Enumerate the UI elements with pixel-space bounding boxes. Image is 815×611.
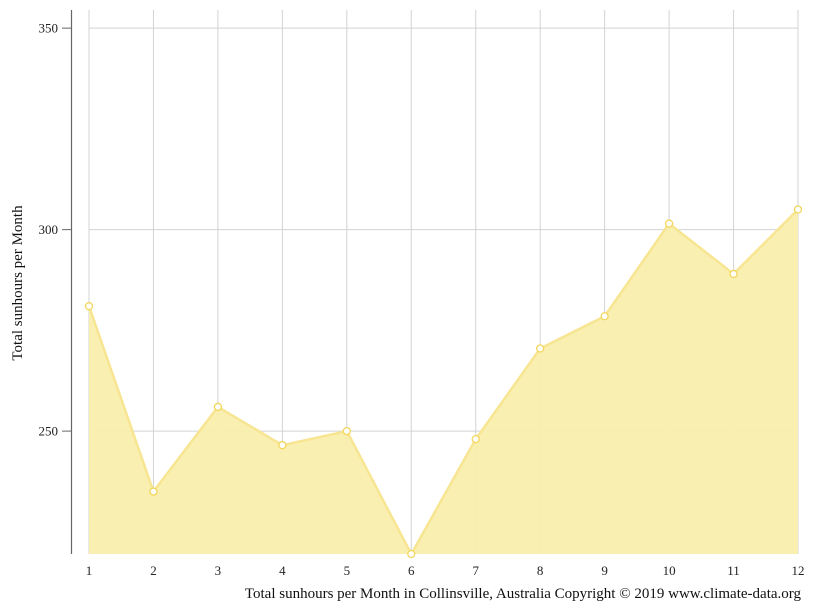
data-points <box>84 205 803 559</box>
sunhours-area <box>89 209 798 554</box>
data-point-month-2 <box>149 487 158 496</box>
x-tick-label: 4 <box>279 563 286 578</box>
x-tick-label: 11 <box>727 563 740 578</box>
x-tick-label: 1 <box>86 563 93 578</box>
x-tick-label: 2 <box>150 563 157 578</box>
data-point-month-11 <box>729 269 738 279</box>
x-tick-label: 12 <box>792 563 805 578</box>
y-tick-label: 300 <box>39 222 59 237</box>
x-axis-ticks: 1 2 3 4 5 6 7 8 9 10 11 12 <box>86 563 805 578</box>
y-axis-title: Total sunhours per Month <box>10 205 26 361</box>
x-tick-label: 8 <box>537 563 544 578</box>
y-tick-label: 350 <box>39 21 59 36</box>
x-tick-label: 9 <box>601 563 608 578</box>
sunhours-line <box>87 208 799 556</box>
data-point-month-5 <box>342 426 351 436</box>
data-point-month-9 <box>600 312 609 321</box>
x-tick-label: 7 <box>472 563 479 578</box>
x-tick-label: 10 <box>663 563 676 578</box>
data-point-month-7 <box>471 435 480 444</box>
y-tick-label: 250 <box>39 424 59 439</box>
data-point-month-10 <box>664 219 674 228</box>
data-point-month-3 <box>213 402 223 412</box>
data-point-month-4 <box>278 441 287 450</box>
data-point-month-1 <box>84 302 94 311</box>
data-point-month-6 <box>407 549 416 559</box>
data-point-month-12 <box>793 205 803 214</box>
chart-caption: Total sunhours per Month in Collinsville… <box>245 586 802 602</box>
x-tick-label: 6 <box>408 563 415 578</box>
x-tick-label: 3 <box>215 563 222 578</box>
x-tick-label: 5 <box>344 563 351 578</box>
y-axis-ticks: 250 300 350 <box>39 21 72 439</box>
data-point-month-8 <box>536 344 545 353</box>
